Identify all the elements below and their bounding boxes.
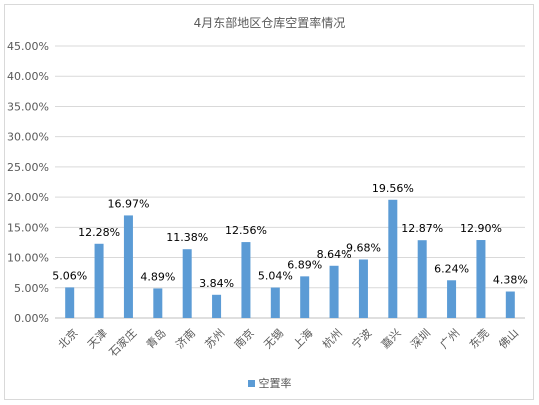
x-tick-label: 佛山 [496,327,521,352]
bar [95,244,104,318]
data-label: 5.04% [258,270,293,283]
y-tick-label: 30.00% [7,131,49,144]
bar [359,259,368,318]
data-label: 5.06% [52,269,87,282]
x-tick-label: 广州 [438,327,463,352]
bar [476,240,485,318]
bar [300,276,309,318]
data-label: 4.89% [140,270,175,283]
data-label: 12.28% [78,226,120,239]
data-label: 4.38% [493,274,528,287]
x-tick-label: 苏州 [203,327,228,352]
data-label: 3.84% [199,277,234,290]
data-label: 9.68% [346,241,381,254]
x-tick-label: 南京 [231,326,256,351]
data-label: 12.90% [460,222,502,235]
y-tick-label: 15.00% [7,221,49,234]
y-tick-label: 5.00% [14,282,49,295]
x-tick-label: 深圳 [408,327,433,352]
bar [388,200,397,318]
x-tick-label: 嘉兴 [378,326,403,351]
y-tick-label: 20.00% [7,191,49,204]
x-tick-label: 济南 [173,326,198,351]
legend: 空置率 [0,375,539,391]
x-tick-label: 石家庄 [106,326,139,359]
y-tick-label: 45.00% [7,40,49,53]
x-tick-label: 杭州 [319,326,344,351]
bar [271,288,280,318]
bar [418,240,427,318]
bar [65,287,74,318]
y-tick-label: 35.00% [7,100,49,113]
data-label: 12.56% [225,224,267,237]
data-label: 6.24% [434,262,469,275]
x-tick-label: 东莞 [467,327,492,352]
bar [330,266,339,318]
bar [447,280,456,318]
bar [153,288,162,318]
x-tick-label: 无锡 [261,326,286,351]
legend-swatch [248,380,255,387]
x-tick-label: 天津 [85,327,110,352]
bar [124,215,133,318]
y-tick-label: 10.00% [7,252,49,265]
x-tick-label: 宁波 [349,326,374,351]
bar [212,295,221,318]
x-tick-label: 青岛 [143,326,168,351]
bar [183,249,192,318]
x-tick-label: 北京 [55,326,80,351]
data-label: 16.97% [107,197,149,210]
y-tick-label: 0.00% [14,312,49,325]
bar [506,292,515,318]
data-label: 12.87% [401,222,443,235]
data-label: 19.56% [372,182,414,195]
legend-label: 空置率 [259,377,292,390]
bar [241,242,250,318]
x-tick-label: 上海 [290,326,315,351]
data-label: 11.38% [166,231,208,244]
y-tick-label: 25.00% [7,161,49,174]
y-tick-label: 40.00% [7,70,49,83]
